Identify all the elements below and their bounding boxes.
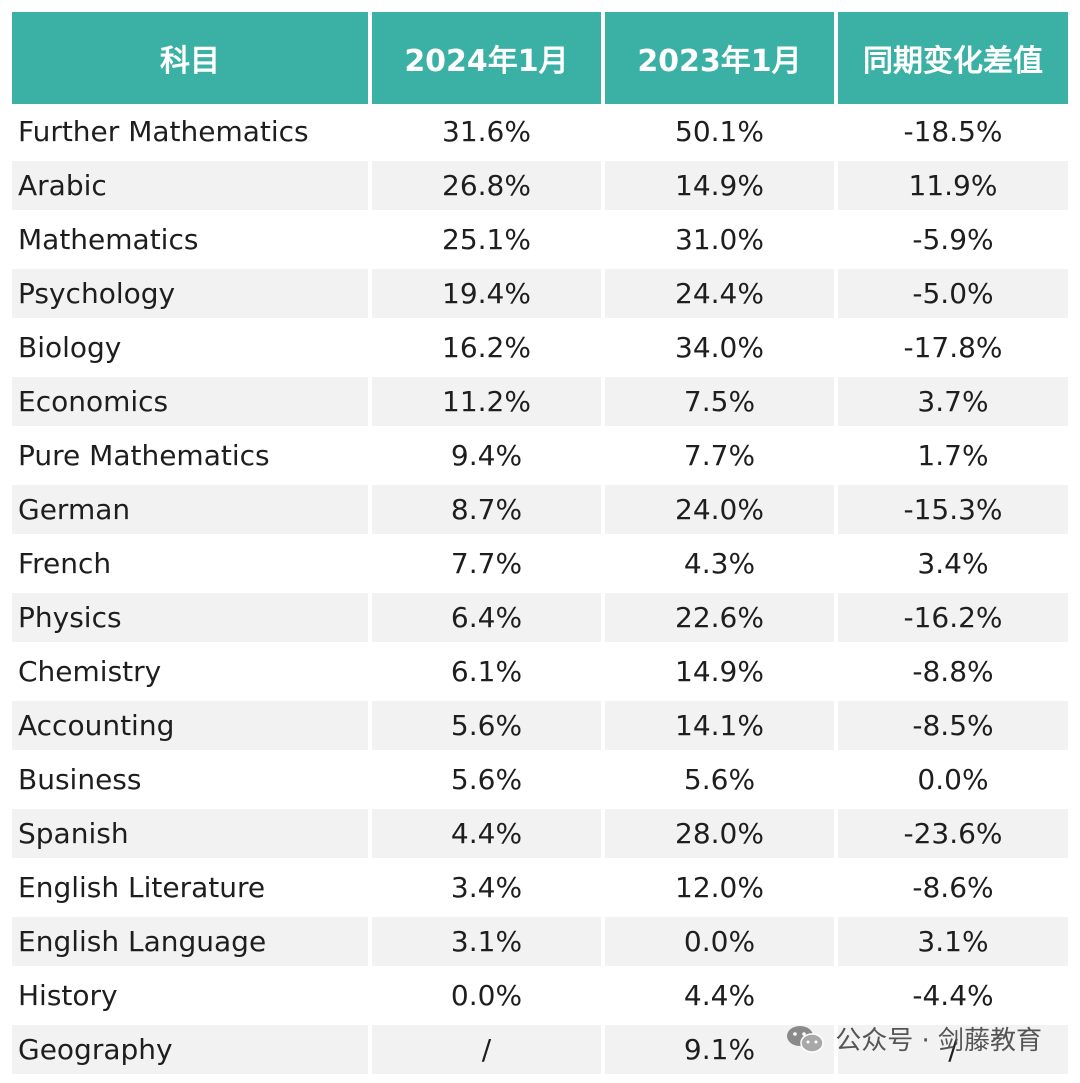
cell-jan2023: 7.5%: [605, 377, 834, 426]
cell-change: -17.8%: [903, 331, 1003, 364]
cell-subject: Economics: [12, 377, 368, 426]
cell-change: 11.9%: [838, 161, 1068, 210]
cell-change: -5.9%: [912, 223, 994, 256]
cell-jan2023: 28.0%: [605, 809, 834, 858]
table-row: Accounting 5.6% 14.1% -8.5%: [0, 701, 1080, 755]
cell-subject: Arabic: [12, 161, 368, 210]
cell-change: -15.3%: [838, 485, 1068, 534]
cell-subject: Spanish: [12, 809, 368, 858]
cell-subject: Mathematics: [18, 223, 199, 256]
cell-change: -8.5%: [838, 701, 1068, 750]
cell-jan2023: 4.3%: [683, 547, 756, 580]
table-row: Arabic 26.8% 14.9% 11.9%: [0, 161, 1080, 215]
table-row: Biology 16.2% 34.0% -17.8%: [0, 323, 1080, 377]
cell-change: -5.0%: [838, 269, 1068, 318]
cell-jan2024: 8.7%: [372, 485, 601, 534]
header-subject: 科目: [12, 12, 368, 104]
cell-jan2023: 24.0%: [605, 485, 834, 534]
cell-jan2023: 22.6%: [605, 593, 834, 642]
cell-subject: History: [18, 979, 118, 1012]
table-row: German 8.7% 24.0% -15.3%: [0, 485, 1080, 539]
cell-jan2023: 12.0%: [675, 871, 764, 904]
cell-change: -16.2%: [838, 593, 1068, 642]
watermark-text: 公众号 · 剑藤教育: [835, 1026, 1042, 1056]
cell-jan2024: 3.1%: [372, 917, 601, 966]
header-jan2023: 2023年1月: [605, 12, 834, 104]
cell-jan2023: 14.9%: [605, 161, 834, 210]
cell-jan2024: 7.7%: [450, 547, 523, 580]
cell-subject: Chemistry: [18, 655, 162, 688]
cell-jan2023: 4.4%: [683, 979, 756, 1012]
table-row: English Language 3.1% 0.0% 3.1%: [0, 917, 1080, 971]
cell-jan2023: 5.6%: [683, 763, 756, 796]
cell-subject: English Language: [12, 917, 368, 966]
cell-jan2023: 0.0%: [605, 917, 834, 966]
table-row: French 7.7% 4.3% 3.4%: [0, 539, 1080, 593]
table-row: Pure Mathematics 9.4% 7.7% 1.7%: [0, 431, 1080, 485]
cell-subject: Accounting: [12, 701, 368, 750]
cell-jan2023: 31.0%: [675, 223, 764, 256]
table-row: Mathematics 25.1% 31.0% -5.9%: [0, 215, 1080, 269]
cell-jan2024: /: [372, 1025, 601, 1074]
cell-jan2023: 14.1%: [605, 701, 834, 750]
table-row: Psychology 19.4% 24.4% -5.0%: [0, 269, 1080, 323]
cell-jan2024: 9.4%: [450, 439, 523, 472]
cell-subject: Psychology: [12, 269, 368, 318]
table-row: History 0.0% 4.4% -4.4%: [0, 971, 1080, 1025]
cell-change: 1.7%: [917, 439, 989, 472]
table-row: Business 5.6% 5.6% 0.0%: [0, 755, 1080, 809]
cell-change: -4.4%: [912, 979, 994, 1012]
cell-jan2024: 5.6%: [450, 763, 523, 796]
table-row: Spanish 4.4% 28.0% -23.6%: [0, 809, 1080, 863]
cell-jan2024: 5.6%: [372, 701, 601, 750]
cell-subject: English Literature: [18, 871, 266, 904]
cell-jan2024: 6.1%: [450, 655, 523, 688]
cell-jan2024: 4.4%: [372, 809, 601, 858]
cell-change: -18.5%: [903, 115, 1003, 148]
cell-subject: Biology: [18, 331, 122, 364]
cell-jan2024: 19.4%: [372, 269, 601, 318]
cell-subject: Business: [18, 763, 142, 796]
cell-jan2023: 24.4%: [605, 269, 834, 318]
header-jan2024: 2024年1月: [372, 12, 601, 104]
watermark: 公众号 · 剑藤教育: [785, 1020, 1042, 1057]
cell-subject: Physics: [12, 593, 368, 642]
cell-change: /: [838, 1025, 1068, 1074]
cell-subject: Further Mathematics: [18, 115, 309, 148]
cell-change: 3.1%: [838, 917, 1068, 966]
cell-jan2023: 14.9%: [675, 655, 764, 688]
wechat-icon: [787, 1025, 824, 1053]
cell-jan2024: 31.6%: [442, 115, 531, 148]
cell-change: -23.6%: [838, 809, 1068, 858]
cell-jan2024: 16.2%: [442, 331, 531, 364]
cell-subject: Pure Mathematics: [18, 439, 270, 472]
cell-subject: German: [12, 485, 368, 534]
header-change: 同期变化差值: [838, 12, 1068, 104]
table-row: Physics 6.4% 22.6% -16.2%: [0, 593, 1080, 647]
cell-jan2024: 3.4%: [450, 871, 523, 904]
cell-jan2024: 0.0%: [450, 979, 523, 1012]
cell-subject: French: [18, 547, 112, 580]
cell-jan2024: 6.4%: [372, 593, 601, 642]
table-row: Economics 11.2% 7.5% 3.7%: [0, 377, 1080, 431]
table-row: Chemistry 6.1% 14.9% -8.8%: [0, 647, 1080, 701]
table-row: Further Mathematics 31.6% 50.1% -18.5%: [0, 107, 1080, 161]
cell-change: 3.7%: [838, 377, 1068, 426]
cell-jan2024: 25.1%: [442, 223, 531, 256]
table-row: English Literature 3.4% 12.0% -8.6%: [0, 863, 1080, 917]
cell-jan2023: 7.7%: [683, 439, 756, 472]
cell-subject: Geography: [12, 1025, 368, 1074]
cell-change: 0.0%: [917, 763, 989, 796]
cell-change: 3.4%: [917, 547, 989, 580]
cell-jan2024: 11.2%: [372, 377, 601, 426]
cell-change: -8.6%: [912, 871, 994, 904]
cell-jan2024: 26.8%: [372, 161, 601, 210]
cell-change: -8.8%: [912, 655, 994, 688]
cell-jan2023: 50.1%: [675, 115, 764, 148]
cell-jan2023: 34.0%: [675, 331, 764, 364]
